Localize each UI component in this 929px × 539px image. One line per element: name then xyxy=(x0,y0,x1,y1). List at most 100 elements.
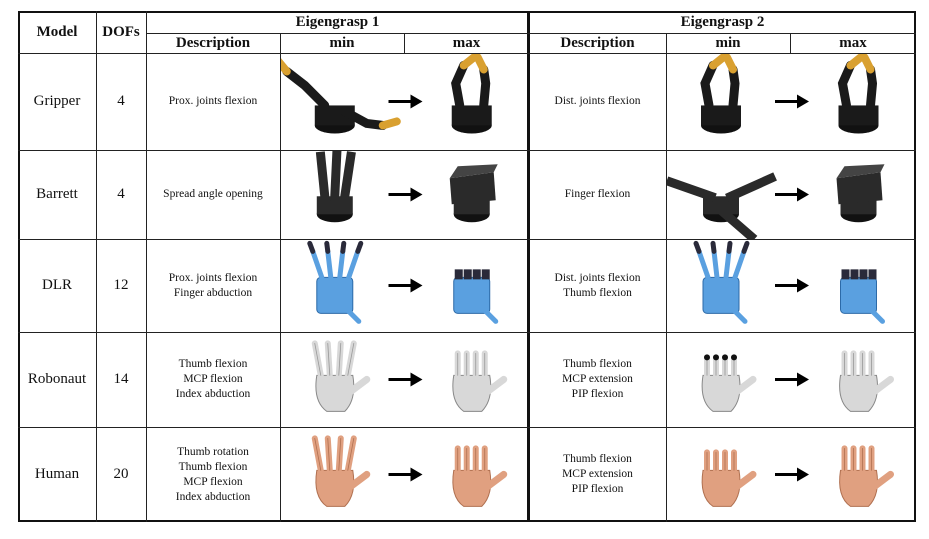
robonaut-hand-min1 xyxy=(311,340,371,412)
eigengrasp-1-images xyxy=(280,427,529,522)
header-min-1: min xyxy=(280,33,404,53)
description-line: MCP flexion xyxy=(183,475,243,488)
description-line: Dist. joints flexion xyxy=(554,95,641,107)
gripper-hand-min2 xyxy=(700,53,741,134)
description-line: Thumb rotation xyxy=(177,445,249,458)
dlr-hand-min1 xyxy=(307,240,364,324)
description-line: Prox. joints flexion xyxy=(168,95,258,107)
table-rule xyxy=(18,11,20,522)
eigengrasp-1-description: Prox. joints flexion Finger abduction xyxy=(146,239,280,332)
eigengrasp-2-images xyxy=(666,150,916,239)
dlr-hand-min2 xyxy=(693,240,750,324)
hand-pose-figure xyxy=(307,240,499,324)
header-model-label: Model xyxy=(36,23,78,40)
description-line: MCP extension xyxy=(562,468,633,480)
description-line: MCP extension xyxy=(562,373,633,385)
eigengrasp-2-images xyxy=(666,332,916,427)
dofs-value-label: 20 xyxy=(113,466,129,482)
header-desc-1-label: Description xyxy=(175,34,251,51)
human-hand-min2 xyxy=(701,449,757,507)
table-rule xyxy=(790,33,791,53)
description-line: Finger flexion xyxy=(564,188,631,200)
hand-pose-figure xyxy=(701,350,894,412)
table-rule xyxy=(666,33,667,522)
header-max-1-label: max xyxy=(452,34,481,51)
model-name-label: Human xyxy=(34,466,80,482)
gripper-hand-min1 xyxy=(280,57,401,134)
arrow-right-icon xyxy=(388,278,423,293)
table-rule xyxy=(146,11,147,522)
hand-pose-figure xyxy=(311,340,508,412)
dofs-value: 4 xyxy=(96,53,146,150)
robonaut-hand-max1 xyxy=(452,350,508,412)
eigengrasp-2-description: Finger flexion xyxy=(529,150,666,239)
eigengrasp-2-description: Dist. joints flexion xyxy=(529,53,666,150)
gripper-hand-max1 xyxy=(451,53,492,134)
arrow-right-icon xyxy=(388,372,423,387)
table-rule xyxy=(18,520,916,522)
description-line: Dist. joints flexion xyxy=(554,271,641,284)
arrow-right-icon xyxy=(775,278,809,293)
dofs-value: 20 xyxy=(96,427,146,522)
dlr-hand-max1 xyxy=(453,269,499,324)
header-min-1-label: min xyxy=(329,34,355,51)
header-min-2: min xyxy=(666,33,790,53)
hand-pose-figure xyxy=(315,150,498,223)
barrett-hand-min1 xyxy=(315,150,356,223)
description-line: PIP flexion xyxy=(571,483,624,495)
hand-pose-figure xyxy=(280,53,492,134)
dofs-value: 4 xyxy=(96,150,146,239)
model-name-label: DLR xyxy=(42,277,72,293)
gripper-hand-max2 xyxy=(837,53,879,134)
hand-pose-figure xyxy=(700,53,879,134)
human-hand-max1 xyxy=(452,445,508,507)
human-hand-max2 xyxy=(839,445,894,507)
model-name: Robonaut xyxy=(18,332,96,427)
description-line: Thumb flexion xyxy=(178,460,248,473)
arrow-right-icon xyxy=(775,467,809,482)
table-rule xyxy=(527,11,530,522)
description-line: Finger abduction xyxy=(173,286,253,299)
arrow-right-icon xyxy=(775,187,809,202)
description-line: MCP flexion xyxy=(183,373,243,385)
eigengrasp-1-images xyxy=(280,53,529,150)
header-max-1: max xyxy=(404,33,529,53)
description-line: Index abduction xyxy=(175,388,251,400)
table-rule xyxy=(280,33,281,522)
arrow-right-icon xyxy=(388,94,423,109)
description-line: Thumb flexion xyxy=(563,358,632,370)
arrow-right-icon xyxy=(775,94,809,109)
robonaut-hand-min2 xyxy=(701,354,757,412)
table-rule xyxy=(18,239,916,240)
eigengrasp-1-images xyxy=(280,332,529,427)
header-max-2: max xyxy=(790,33,916,53)
table-rule xyxy=(529,33,916,34)
header-desc-2-label: Description xyxy=(560,34,635,51)
robonaut-hand-max2 xyxy=(839,350,894,412)
table-rule xyxy=(404,33,405,53)
model-name-label: Barrett xyxy=(36,186,78,202)
header-desc-2: Description xyxy=(529,33,666,53)
eigengrasp-1-description: Thumb flexion MCP flexion Index abduction xyxy=(146,332,280,427)
eigengrasp-2-description: Dist. joints flexion Thumb flexion xyxy=(529,239,666,332)
header-eigengrasp-1: Eigengrasp 1 xyxy=(146,11,529,33)
hand-pose-figure xyxy=(693,240,885,324)
hand-pose-figure xyxy=(666,164,885,239)
barrett-hand-max1 xyxy=(449,164,498,223)
eigengrasp-1-description: Thumb rotation Thumb flexion MCP flexion In… xyxy=(146,427,280,522)
header-dofs-label: DOFs xyxy=(102,23,140,40)
eigengrasp-1-images xyxy=(280,150,529,239)
header-desc-1: Description xyxy=(146,33,280,53)
model-name: DLR xyxy=(18,239,96,332)
description-line: Thumb flexion xyxy=(563,453,632,465)
description-line: Spread angle opening xyxy=(163,188,263,200)
model-name-label: Robonaut xyxy=(27,371,87,387)
eigengrasp-2-description: Thumb flexion MCP extension PIP flexion xyxy=(529,332,666,427)
eigengrasp-table: Model DOFs Eigengrasp 1 Eigengrasp 2 Descrip… xyxy=(18,11,916,522)
header-dofs: DOFs xyxy=(96,11,146,53)
eigengrasp-1-images xyxy=(280,239,529,332)
description-line: Thumb flexion xyxy=(178,358,248,370)
dofs-value-label: 4 xyxy=(117,93,125,109)
table-rule xyxy=(96,11,97,522)
dofs-value-label: 12 xyxy=(113,277,129,293)
